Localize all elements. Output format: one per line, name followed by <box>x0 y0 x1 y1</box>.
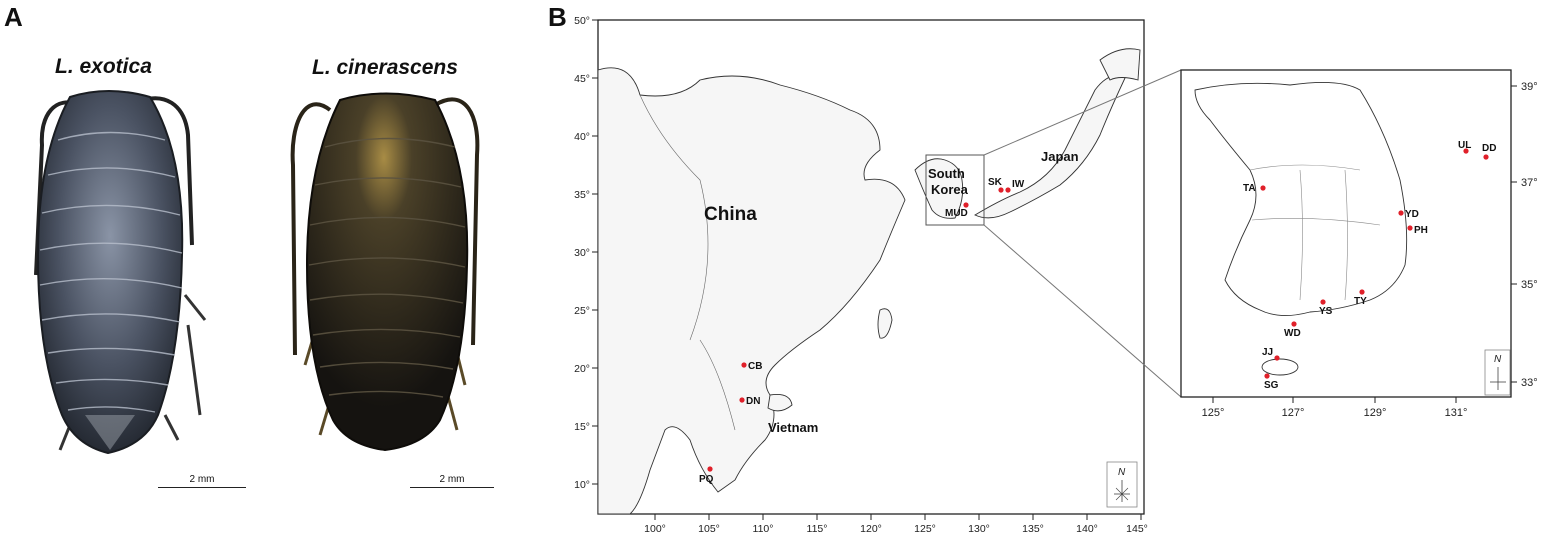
region-label-south-korea-1: South <box>928 166 965 181</box>
site-label-cb: CB <box>748 361 762 372</box>
site-label-iw: IW <box>1012 179 1025 190</box>
site-marker <box>1398 210 1404 216</box>
lat-tick-label: 20° <box>574 363 590 375</box>
species-name-exotica: L. exotica <box>55 55 152 78</box>
site-marker <box>1320 299 1326 305</box>
site-label-yd: YD <box>1405 209 1419 220</box>
inset-lat-tick-label: 39° <box>1521 81 1538 93</box>
lat-tick-label: 45° <box>574 73 590 85</box>
specimen-photo-exotica <box>34 90 207 455</box>
main-map-frame <box>597 19 1145 515</box>
site-marker <box>739 397 745 403</box>
lon-tick-label: 110° <box>753 523 774 535</box>
lat-tick-label: 10° <box>574 479 590 491</box>
inset-selection-box <box>925 154 985 226</box>
region-label-china: China <box>704 204 757 225</box>
site-label-dn: DN <box>746 396 760 407</box>
site-marker <box>1005 187 1011 193</box>
lat-tick-label: 50° <box>574 15 590 27</box>
site-marker <box>1291 321 1297 327</box>
site-label-dd: DD <box>1482 143 1496 154</box>
scale-bar-exotica <box>158 487 246 488</box>
site-label-pq: PQ <box>699 474 714 485</box>
site-label-ta: TA <box>1243 183 1256 194</box>
lat-tick-label: 15° <box>574 421 590 433</box>
site-marker <box>1463 148 1469 154</box>
site-label-sk: SK <box>988 177 1003 188</box>
specimen-photo-cinerascens <box>290 92 480 452</box>
lon-tick-label: 145° <box>1126 523 1148 535</box>
region-label-japan: Japan <box>1041 149 1079 164</box>
lon-tick-label: 125° <box>914 523 936 535</box>
lon-tick-label: 120° <box>860 523 882 535</box>
lat-tick-label: 25° <box>574 305 590 317</box>
scale-bar-cinerascens <box>410 487 494 488</box>
main-north-arrow-box <box>1106 461 1138 508</box>
inset-north-label: N <box>1494 354 1502 365</box>
site-marker <box>998 187 1004 193</box>
site-label-ul: UL <box>1458 140 1471 151</box>
lat-tick-label: 35° <box>574 189 590 201</box>
site-label-jj: JJ <box>1262 347 1273 358</box>
scale-label-cinerascens: 2 mm <box>439 474 465 485</box>
lon-tick-label: 140° <box>1076 523 1098 535</box>
site-marker <box>963 202 969 208</box>
site-label-mud: MUD <box>945 208 968 219</box>
inset-lon-tick-label: 125° <box>1202 407 1225 419</box>
site-marker <box>707 466 713 472</box>
site-marker <box>1483 154 1489 160</box>
inset-lon-tick-label: 129° <box>1364 407 1387 419</box>
site-label-sg: SG <box>1264 380 1279 391</box>
site-marker <box>1264 373 1270 379</box>
region-label-south-korea-2: Korea <box>931 182 969 197</box>
lon-tick-label: 135° <box>1022 523 1044 535</box>
inset-lat-tick-label: 37° <box>1521 177 1538 189</box>
site-marker <box>1274 355 1280 361</box>
scale-label-exotica: 2 mm <box>189 474 215 485</box>
inset-lon-tick-label: 131° <box>1445 407 1468 419</box>
inset-map-frame <box>1180 69 1512 398</box>
inset-lat-tick-label: 35° <box>1521 279 1538 291</box>
site-label-ys: YS <box>1319 306 1333 317</box>
lon-tick-label: 115° <box>807 523 828 535</box>
site-marker <box>1407 225 1413 231</box>
site-label-ph: PH <box>1414 225 1428 236</box>
inset-north-arrow-box <box>1484 349 1511 396</box>
inset-lon-tick-label: 127° <box>1282 407 1305 419</box>
lat-tick-label: 30° <box>574 247 590 259</box>
site-label-ty: TY <box>1354 296 1367 307</box>
inset-lat-tick-label: 33° <box>1521 377 1538 389</box>
lon-tick-label: 100° <box>644 523 666 535</box>
site-label-wd: WD <box>1284 328 1301 339</box>
lon-tick-label: 130° <box>968 523 990 535</box>
site-marker <box>1359 289 1365 295</box>
site-marker <box>741 362 747 368</box>
region-label-vietnam: Vietnam <box>768 420 818 435</box>
lon-tick-label: 105° <box>698 523 720 535</box>
main-north-label: N <box>1118 467 1126 478</box>
panel-b-letter: B <box>548 2 567 32</box>
site-marker <box>1260 185 1266 191</box>
panel-a-letter: A <box>4 2 23 32</box>
species-name-cinerascens: L. cinerascens <box>312 56 458 79</box>
lat-tick-label: 40° <box>574 131 590 143</box>
